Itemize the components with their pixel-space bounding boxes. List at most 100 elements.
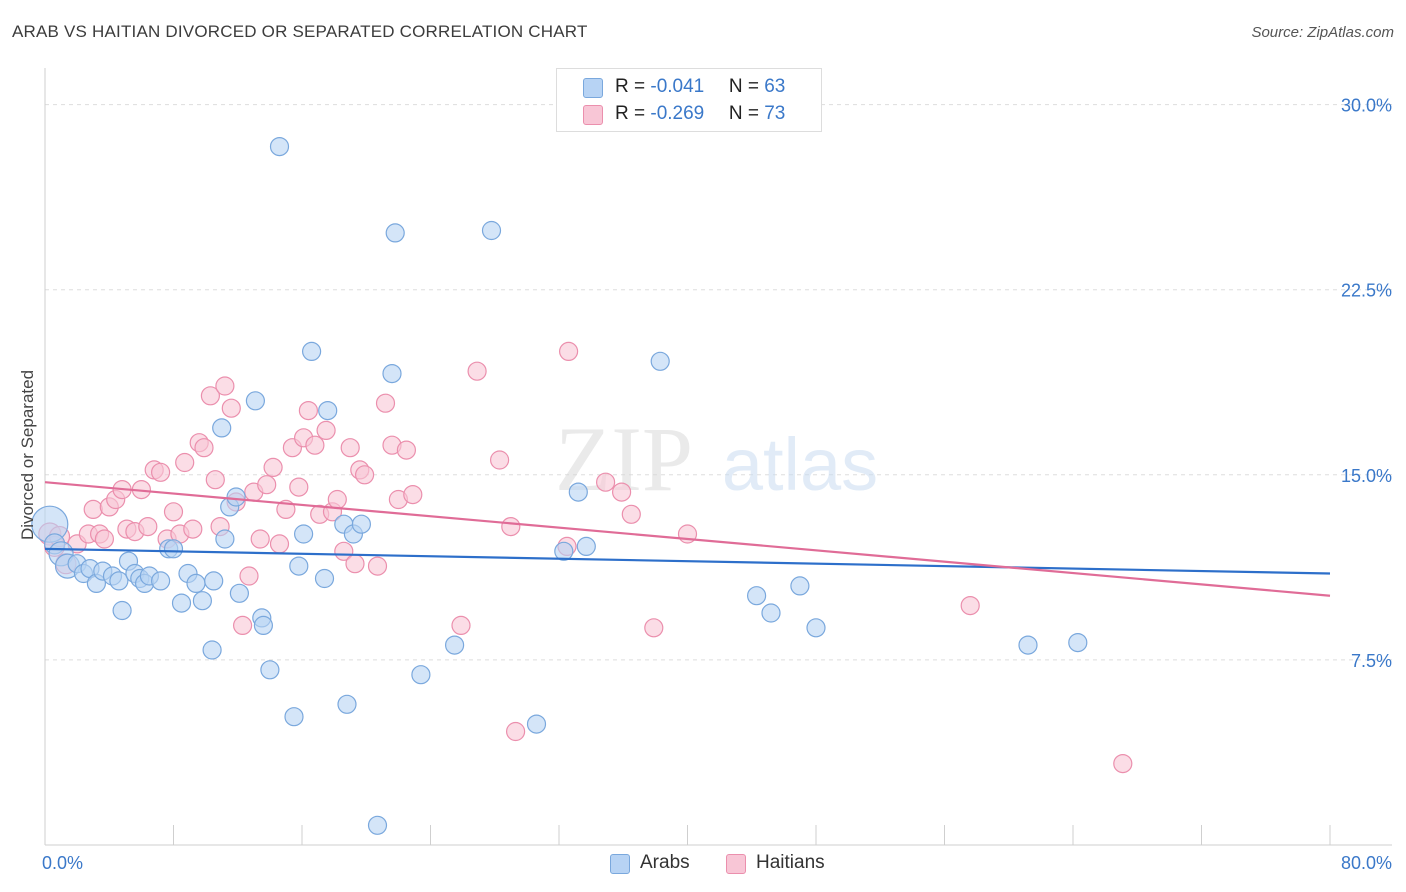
haitian-point (205, 470, 225, 490)
arabs-r-label: R = (615, 76, 651, 97)
haitian-point (183, 519, 203, 539)
haitian-point (233, 615, 253, 636)
arab-point (526, 714, 547, 734)
haitian-point (298, 401, 318, 421)
arabs-r-value: -0.041 (650, 76, 705, 97)
correlation-legend: R = -0.041 N = 63 R = -0.269 N = 73 (556, 68, 822, 132)
trend-lines (44, 481, 1331, 597)
arab-point (294, 524, 314, 544)
haitian-point (83, 499, 103, 519)
arab-point (202, 640, 222, 660)
arab-point (284, 707, 304, 727)
y-axis-label: Divorced or Separated (18, 369, 37, 541)
y-tick-label: 7.5% (1351, 651, 1392, 671)
arab-point (445, 635, 465, 655)
haitian-point (327, 489, 347, 510)
haitian-point (269, 534, 290, 554)
arab-point (568, 482, 588, 502)
x-tick-label-end: 80.0% (1341, 853, 1392, 873)
axes (44, 68, 1392, 846)
haitians-swatch (583, 105, 603, 125)
arab-point (109, 571, 129, 591)
haitian-point (595, 472, 616, 492)
haitian-point (367, 556, 388, 576)
haitian-point (375, 393, 396, 413)
haitian-point (501, 516, 521, 537)
haitian-point (239, 566, 259, 586)
haitian-point (505, 721, 526, 742)
arab-point (351, 514, 371, 534)
arab-point (229, 583, 249, 603)
haitian-point (175, 452, 195, 473)
arabs-points (31, 137, 1088, 835)
haitian-point (334, 541, 354, 561)
haitian-point (257, 475, 277, 495)
arab-point (576, 536, 596, 557)
haitian-point (451, 615, 471, 636)
arab-point (192, 591, 212, 611)
arab-point (314, 568, 335, 589)
arab-point (112, 600, 132, 621)
haitians-r-label: R = (615, 103, 651, 124)
watermark-atlas: atlas (722, 423, 878, 506)
haitians-points (38, 341, 1133, 774)
haitians-r-value: -0.269 (650, 103, 705, 124)
arab-point (245, 391, 265, 411)
arab-point (761, 603, 781, 623)
haitian-point (960, 595, 980, 616)
haitian-point (194, 438, 214, 458)
arab-point (746, 586, 767, 606)
haitians-n-label: N = (728, 103, 765, 124)
haitian-point (289, 477, 309, 497)
arab-point (554, 541, 574, 561)
arab-point (367, 815, 388, 835)
arabs-trend-line (44, 547, 1331, 575)
arab-point (171, 593, 192, 613)
haitian-point (467, 361, 487, 381)
haitians-n-value: 73 (764, 103, 786, 124)
arab-point (212, 418, 232, 438)
haitian-point (611, 482, 632, 502)
arabs-n-value: 63 (764, 76, 786, 97)
haitians-legend-label: Haitians (756, 852, 825, 873)
haitian-point (621, 504, 641, 524)
haitians-trend-line (44, 481, 1331, 597)
haitian-point (215, 376, 235, 396)
arab-point (204, 571, 224, 591)
haitian-point (263, 457, 283, 477)
haitian-point (163, 502, 184, 522)
haitian-point (558, 341, 579, 361)
x-tick-label-start: 0.0% (42, 853, 83, 873)
y-tick-label: 30.0% (1341, 96, 1392, 116)
tick-labels: 7.5% 15.0% 22.5% 30.0% 0.0% 80.0% (42, 96, 1392, 873)
y-tick-label: 22.5% (1341, 281, 1392, 301)
arab-point (411, 665, 431, 685)
haitian-point (396, 440, 416, 460)
haitian-point (316, 420, 336, 440)
arab-point (1018, 635, 1038, 655)
arab-point (302, 341, 322, 361)
haitian-point (221, 398, 241, 418)
arabs-legend-label: Arabs (640, 852, 690, 873)
chart-source: Source: ZipAtlas.com (1251, 24, 1394, 41)
arab-point (382, 364, 402, 384)
haitian-point (250, 529, 270, 549)
arabs-legend-swatch (610, 854, 630, 874)
watermark: ZIP atlas (555, 408, 878, 510)
arab-point (163, 539, 184, 559)
haitian-point (200, 386, 220, 406)
arab-point (226, 487, 246, 507)
arab-point (260, 660, 280, 680)
haitian-point (94, 529, 115, 549)
chart-title: ARAB VS HAITIAN DIVORCED OR SEPARATED CO… (12, 22, 588, 41)
y-tick-label: 15.0% (1341, 466, 1392, 486)
haitians-legend-swatch (726, 854, 746, 874)
arab-point (151, 571, 171, 591)
arab-point (650, 351, 670, 371)
arab-point (253, 615, 273, 636)
haitian-point (345, 554, 365, 574)
arab-point (790, 576, 810, 596)
haitian-point (355, 465, 375, 485)
haitian-point (340, 438, 360, 458)
